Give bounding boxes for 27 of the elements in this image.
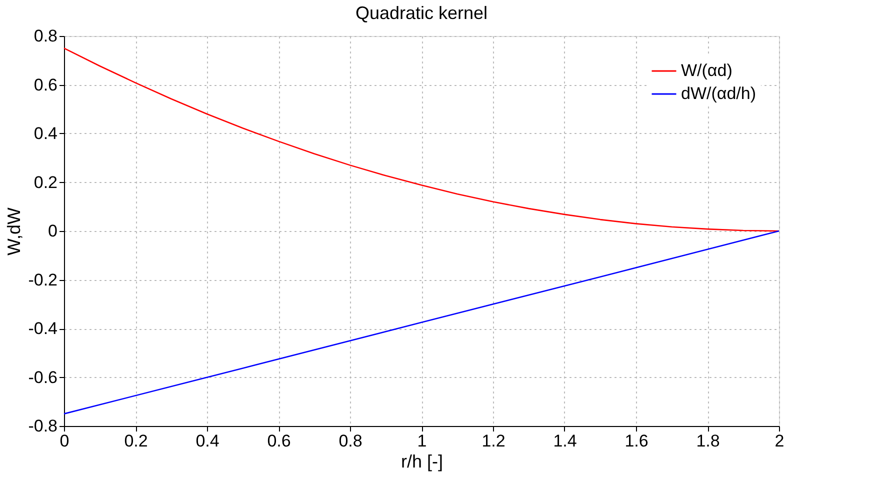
legend-label: dW/(αd/h)	[681, 84, 756, 103]
x-tick-label: 0.6	[267, 432, 291, 450]
x-tick-label: 1.8	[696, 432, 720, 450]
chart-title: Quadratic kernel	[355, 3, 488, 23]
y-tick-label: -0.4	[28, 319, 58, 338]
x-tick-label: 0.4	[196, 432, 220, 450]
x-tick-label: 1.6	[624, 432, 648, 450]
line-series	[63, 48, 780, 232]
x-tick-label: 1	[417, 432, 427, 450]
y-tick-label: 0.2	[34, 172, 58, 192]
x-tick-label: 1.2	[482, 432, 506, 450]
x-tick-label: 1.4	[553, 432, 577, 450]
x-tick-label: 2	[774, 432, 784, 450]
y-axis-title: W,dW	[4, 207, 24, 256]
x-tick-label: 0.2	[124, 432, 148, 450]
x-tick-label: 0.8	[338, 432, 362, 450]
y-tick-label: -0.8	[28, 416, 58, 436]
y-tick-label: -0.6	[28, 368, 58, 387]
y-tick-label: 0.6	[34, 75, 58, 94]
line-series	[63, 230, 780, 414]
y-tick-label: 0.8	[34, 26, 58, 46]
x-tick-label: 0	[60, 432, 70, 450]
legend-label: W/(αd)	[681, 61, 732, 80]
y-tick-label: 0	[48, 222, 58, 240]
x-axis-title: r/h [-]	[400, 452, 444, 472]
y-tick-label: -0.2	[28, 270, 58, 290]
y-tick-label: 0.4	[34, 124, 58, 143]
